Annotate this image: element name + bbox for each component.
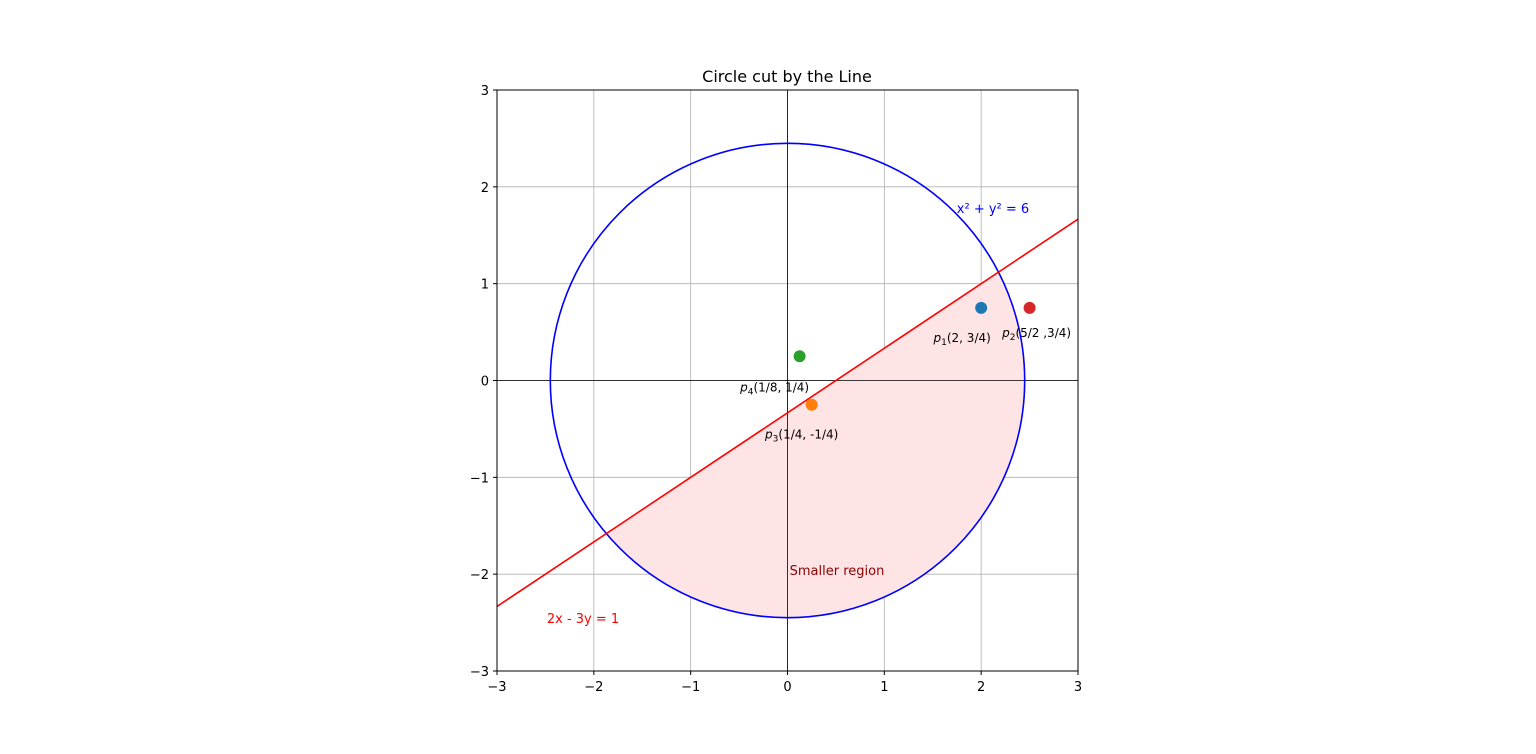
smaller-region-fill: [606, 272, 1025, 618]
y-tick-label: 3: [481, 84, 489, 99]
x-tick-label: −3: [487, 680, 506, 695]
x-tick-label: 3: [1074, 680, 1082, 695]
x-tick-label: 2: [977, 680, 985, 695]
x-tick-label: 0: [783, 680, 791, 695]
x-tick-label: 1: [880, 680, 888, 695]
point-label-p2: p2(5/2 ,3/4): [1001, 326, 1071, 343]
y-tick-label: −3: [470, 665, 489, 680]
point-label-p1: p1(2, 3/4): [933, 331, 991, 348]
x-tick-label: −1: [681, 680, 700, 695]
y-tick-label: 2: [481, 181, 489, 196]
y-tick-label: −1: [470, 471, 489, 486]
x-tick-label: −2: [584, 680, 603, 695]
point-label-p4: p4(1/8, 1/4): [739, 380, 809, 397]
circle-equation-label: x² + y² = 6: [957, 202, 1029, 217]
y-tick-label: 1: [481, 278, 489, 293]
line-curve: [497, 218, 1078, 608]
circle-curve: [549, 142, 1026, 619]
point-p4: [793, 350, 806, 363]
plot-area: −3 −2 −1 0 1 2 3 −3 −2 −1 0 1 2 3 x² + y² = 6 2x - 3y =…: [470, 84, 1082, 695]
y-tick-label: −2: [470, 568, 489, 583]
y-tick-label: 0: [481, 375, 489, 390]
chart-title: Circle cut by the Line: [702, 67, 872, 86]
line-equation-label: 2x - 3y = 1: [547, 612, 619, 627]
point-p2: [1023, 301, 1036, 314]
point-p1: [975, 301, 988, 314]
point-label-p3: p3(1/4, -1/4): [764, 428, 838, 445]
point-p3: [805, 398, 818, 411]
region-label: Smaller region: [790, 564, 885, 579]
